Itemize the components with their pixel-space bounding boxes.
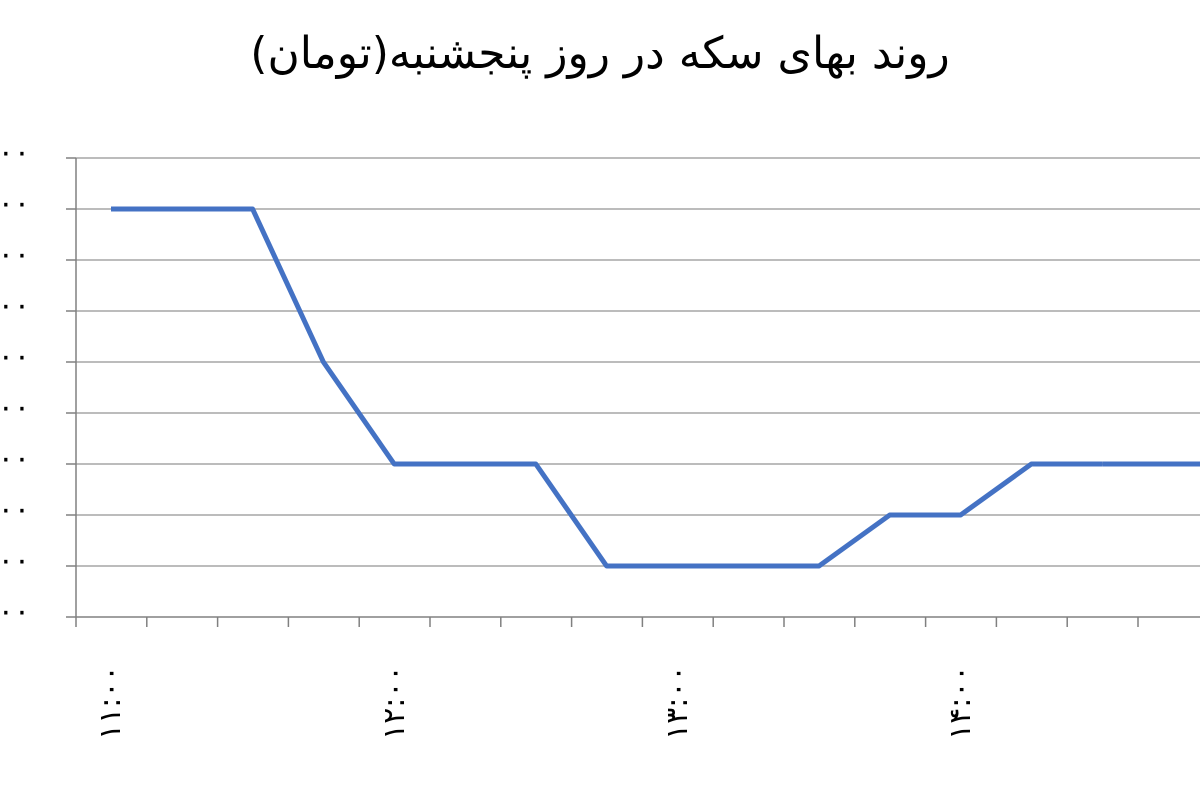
x-tick-label: ۱۳:۰۰ [660,665,695,740]
x-tick-label: ۱۱:۰۰ [93,665,128,740]
x-tick-label: ۱۴:۰۰ [943,665,978,740]
y-axis [66,157,77,618]
y-tick-label: ۰۰ [0,543,30,578]
y-tick-label: ۰۰ [0,186,30,221]
x-tick-labels: ۱۱:۰۰ ۱۲:۰۰ ۱۳:۰۰ ۱۴:۰۰ [93,665,978,740]
x-axis [75,616,1200,627]
y-tick-label: ۰۰ [0,441,30,476]
series-line [111,206,1103,569]
y-tick-label: ۰۰ [0,492,30,527]
y-tick-label: ۰۰ [0,237,30,272]
series-group [111,206,1200,569]
gridlines [76,157,1200,567]
x-tick-label: ۱۲:۰۰ [377,665,412,740]
y-tick-label: ۰۰ [0,135,30,170]
y-tick-label: ۰۰ [0,594,30,629]
y-tick-labels: ۰۰ ۰۰ ۰۰ ۰۰ ۰۰ ۰۰ ۰۰ ۰۰ ۰۰ ۰۰ [0,135,30,629]
y-tick-label: ۰۰ [0,288,30,323]
chart-title: روند بهای سکه در روز پنجشنبه(تومان) [250,28,950,79]
y-tick-label: ۰۰ [0,390,30,425]
y-tick-label: ۰۰ [0,339,30,374]
